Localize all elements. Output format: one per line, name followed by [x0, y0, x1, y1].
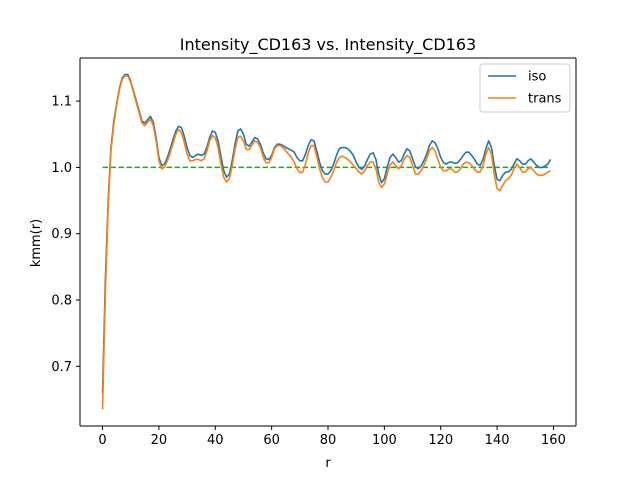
x-tick-label: 40: [207, 433, 224, 448]
x-tick-label: 100: [372, 433, 397, 448]
chart-title: Intensity_CD163 vs. Intensity_CD163: [180, 35, 476, 55]
y-tick-label: 1.1: [51, 95, 72, 110]
legend-label-trans: trans: [528, 92, 562, 107]
y-tick-label: 1.0: [51, 161, 72, 176]
x-tick-label: 0: [98, 433, 106, 448]
x-tick-label: 140: [485, 433, 510, 448]
plot-area: [80, 58, 576, 426]
series-group: [101, 73, 552, 410]
plot-background: [80, 58, 576, 426]
series-line-trans: [101, 75, 551, 410]
x-tick-label: 160: [541, 433, 566, 448]
x-ticks: 0 20 40 60 80 100 120 140 160: [98, 426, 566, 448]
series-line-iso: [101, 73, 552, 393]
legend-label-iso: iso: [528, 70, 546, 85]
x-axis-label: r: [325, 456, 331, 471]
y-axis-label: kmm(r): [29, 219, 44, 267]
y-tick-label: 0.9: [51, 227, 72, 242]
x-tick-label: 80: [320, 433, 337, 448]
y-tick-label: 0.7: [51, 360, 72, 375]
legend: iso trans: [479, 63, 571, 113]
x-tick-label: 60: [263, 433, 280, 448]
x-tick-label: 120: [428, 433, 453, 448]
y-ticks: 0.7 0.8 0.9 1.0 1.1: [51, 95, 80, 375]
y-tick-label: 0.8: [51, 294, 72, 309]
x-tick-label: 20: [151, 433, 168, 448]
